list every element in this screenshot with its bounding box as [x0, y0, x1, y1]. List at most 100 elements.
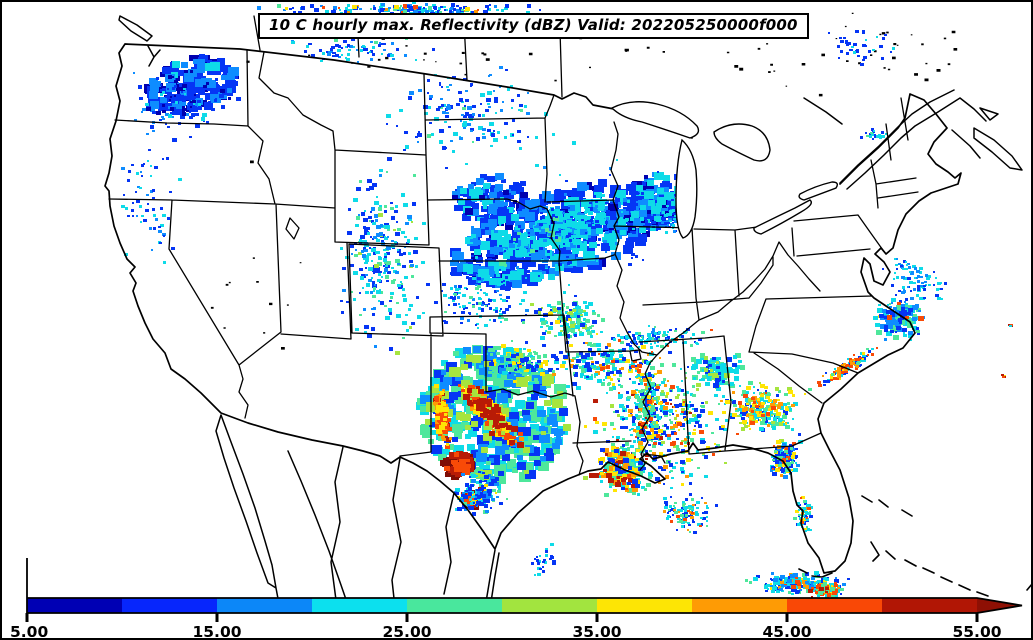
- radar-specks-wa-fringe: [138, 77, 241, 142]
- radar-specks-carolina-blob: [887, 302, 924, 321]
- radar-specks-nd-scatter: [427, 106, 523, 143]
- radar-specks-sc-coast: [817, 347, 878, 387]
- colorbar-segment-20-25: [312, 598, 407, 613]
- radar-specks-gulf-line: [778, 573, 824, 592]
- radar-specks-mo-green: [530, 303, 587, 334]
- radar-specks-nc-scatter: [882, 268, 947, 301]
- colorbar-tick-label: 55.00: [952, 623, 1001, 640]
- radar-specks-gulf-core: [808, 587, 829, 598]
- radar-specks-mo-green: [548, 312, 598, 335]
- colorbar: 5.00 15.00 25.00 35.00 45.00 55.00: [10, 558, 1023, 640]
- radar-specks-maine-specks: [851, 36, 895, 54]
- terrain-specks: [210, 12, 958, 350]
- radar-specks-gulf-core: [816, 582, 844, 598]
- canada-coast-and-borders: [118, 15, 1023, 190]
- colorbar-extend-arrow: [977, 598, 1022, 613]
- colorbar-tick-label: 15.00: [192, 623, 241, 640]
- radar-specks-ms-al-wide: [606, 351, 724, 485]
- radar-specks-la-core: [598, 446, 640, 492]
- great-lakes: [610, 101, 839, 239]
- colorbar-segment-45-50: [787, 598, 882, 613]
- colorbar-segment-30-35: [502, 598, 597, 613]
- colorbar-segment-50-55: [882, 598, 977, 613]
- radar-specks-ms-al-wide: [628, 367, 723, 484]
- radar-specks-gulf-la-s: [670, 510, 702, 527]
- conus-coastline-and-borders: [104, 43, 962, 574]
- radar-specks-tn-scatter: [620, 326, 705, 348]
- radar-specks-al-patch: [696, 356, 730, 391]
- radar-specks-offshore-dot1: [1009, 325, 1012, 327]
- radar-specks-la-core: [589, 439, 636, 488]
- radar-specks-gulf-la-s: [663, 502, 707, 531]
- radar-specks-tx-n-scatter: [492, 344, 548, 383]
- radar-specks-tx-n-scatter: [519, 365, 556, 376]
- radar-specks-sd-blob: [452, 173, 528, 220]
- radar-specks-gulf-core: [811, 582, 838, 597]
- colorbar-segment-10-15: [122, 598, 217, 613]
- radar-specks-wy-co: [340, 157, 419, 351]
- radar-specks-gulf-w-specks: [534, 543, 554, 576]
- radar-specks-tx-west-core: [434, 384, 449, 446]
- radar-specks-sd-blob: [452, 190, 528, 219]
- colorbar-tick-label: 5.00: [10, 623, 48, 640]
- radar-specks-ok-ar: [598, 353, 642, 371]
- colorbar-segment-25-30: [407, 598, 502, 613]
- colorbar-segment-40-45: [692, 598, 787, 613]
- colorbar-outline: [26, 558, 1023, 614]
- radar-specks-fl-panhandle: [772, 447, 794, 472]
- radar-specks-wa-blob: [171, 61, 220, 105]
- radar-specks-ok-ar: [554, 337, 643, 386]
- radar-specks-tx-core: [463, 386, 524, 448]
- radar-specks-mn-blob: [617, 172, 684, 235]
- radar-specks-carolina-blob: [880, 302, 925, 341]
- radar-specks-maine-specks: [828, 30, 892, 66]
- terrain-specks-layer: [210, 12, 958, 350]
- radar-specks-tx-n-scatter: [489, 341, 563, 374]
- radar-specks-carolina-blob: [876, 303, 921, 340]
- title-box: 10 C hourly max. Reflectivity (dBZ) Vali…: [258, 13, 809, 39]
- radar-specks-ms-band: [635, 360, 659, 442]
- radar-specks-midwest-cyan: [499, 216, 561, 267]
- radar-specks-wi-shore: [662, 205, 677, 234]
- radar-specks-gulf-la-s: [664, 493, 718, 534]
- colorbar-segment-15-20: [217, 598, 312, 613]
- radar-specks-ms-al-wide: [593, 348, 728, 489]
- radar-specks-nj-specks: [896, 260, 906, 270]
- radar-specks-wy-co: [340, 169, 426, 334]
- radar-specks-ms-band: [631, 357, 661, 455]
- radar-specks-ks-ne: [454, 278, 529, 322]
- radar-specks-tx-base: [420, 346, 565, 475]
- radar-specks-tx-dred1: [444, 452, 471, 475]
- radar-specks-ks-ne: [422, 271, 527, 329]
- radar-specks-tx-south-fringe: [454, 473, 499, 513]
- radar-specks-pnw-south: [121, 160, 182, 264]
- radar-specks-ms-band: [633, 351, 660, 438]
- radar-specks-gulf-la-s: [668, 498, 708, 533]
- radar-specks-tn-scatter: [623, 328, 702, 348]
- colorbar-segment-5-10: [27, 598, 122, 613]
- radar-specks-ne-specks: [869, 130, 888, 139]
- radar-specks-gulf-w-specks: [531, 550, 556, 573]
- radar-specks-ga-cluster: [736, 392, 776, 435]
- radar-specks-midwest-cyan: [501, 200, 646, 256]
- radar-specks-midwest-fringe: [471, 171, 671, 307]
- colorbar-segment-35-40: [597, 598, 692, 613]
- radar-specks-sc-coast: [822, 359, 859, 378]
- radar-specks-pnw-south: [121, 133, 166, 251]
- radar-specks-ms-al-wide: [593, 385, 715, 460]
- radar-specks-ks-ne: [426, 269, 529, 326]
- radar-specks-al-patch: [703, 357, 737, 388]
- colorbar-tick-label: 45.00: [762, 623, 811, 640]
- radar-specks-canada-top: [257, 3, 511, 18]
- radar-specks-ga-cluster: [732, 391, 795, 427]
- radar-specks-tx-south-fringe: [455, 471, 503, 516]
- radar-specks-wa-blob: [149, 59, 239, 109]
- title-text: 10 C hourly max. Reflectivity (dBZ) Vali…: [269, 16, 798, 34]
- radar-specks-carolina-blob: [879, 300, 920, 335]
- state-borders: [108, 13, 919, 476]
- radar-specks-gulf-line: [770, 572, 846, 591]
- colorbar-tick-label: 35.00: [572, 623, 621, 640]
- radar-specks-tn-scatter: [625, 328, 685, 344]
